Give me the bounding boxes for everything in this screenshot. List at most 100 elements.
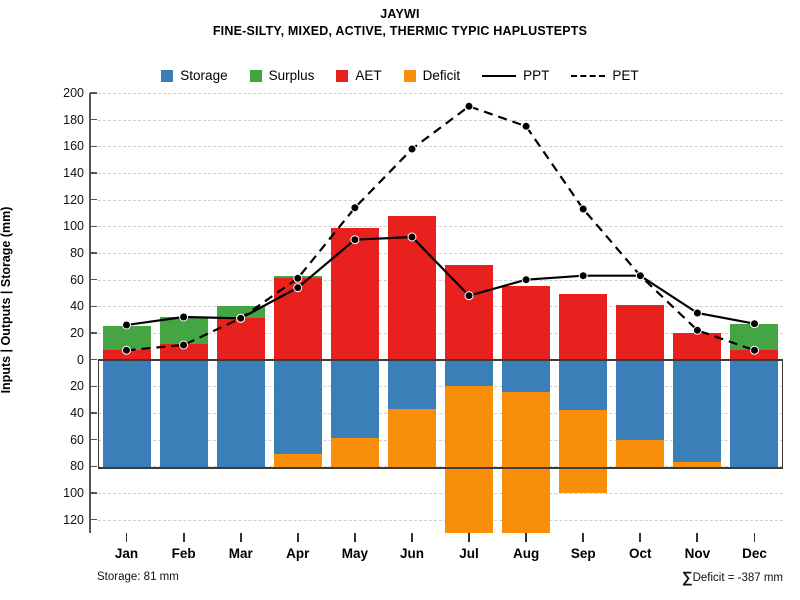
gridline [98, 146, 783, 148]
y-axis-tick-label: 20 [70, 326, 84, 340]
y-axis-tick-label: 160 [63, 139, 84, 154]
y-axis-tick [90, 518, 97, 521]
y-axis-tick [90, 492, 97, 494]
deficit-footnote: ∑Deficit = -387 mm [682, 569, 783, 586]
y-axis-tick-label: 80 [70, 246, 84, 260]
x-axis-label-feb: Feb [171, 546, 196, 561]
x-axis-label-may: May [341, 546, 369, 561]
bar-aet-jan [102, 350, 151, 360]
gridline [98, 279, 783, 281]
bar-deficit-may [330, 438, 379, 468]
y-axis-tick [90, 438, 97, 441]
y-axis-tick-label: 0 [77, 352, 84, 367]
bar-surplus-jan [102, 326, 151, 351]
y-axis-tick-label: 60 [70, 432, 84, 447]
x-axis-label-jan: Jan [114, 546, 139, 561]
y-axis-tick-label: 20 [70, 379, 84, 394]
y-axis-tick [90, 332, 97, 334]
bar-surplus-feb [159, 317, 208, 344]
x-axis-tick [411, 533, 413, 542]
legend-item-aet[interactable]: AET [336, 68, 382, 83]
x-axis-tick [182, 533, 185, 542]
bar-deficit-jul [445, 386, 493, 533]
bar-aet-aug [502, 286, 551, 360]
bar-deficit-jun [387, 409, 436, 468]
bar-aet-apr [273, 278, 322, 360]
y-axis-tick-label: 120 [63, 192, 84, 207]
gridline [98, 306, 783, 308]
x-axis-tick [125, 533, 128, 542]
bar-aet-jul [445, 265, 493, 360]
y-axis-tick-label: 180 [63, 112, 84, 127]
x-axis-tick [468, 533, 470, 542]
zero-line [98, 358, 783, 361]
y-axis-tick [90, 465, 97, 468]
legend-item-ppt[interactable]: PPT [482, 68, 549, 83]
bar-aet-oct [616, 305, 665, 360]
x-axis-label-oct: Oct [629, 546, 652, 561]
legend-label-ppt: PPT [523, 68, 550, 83]
bar-storage-may [330, 359, 379, 439]
bar-surplus-apr [273, 275, 322, 279]
bar-deficit-apr [273, 454, 322, 468]
legend-line-pet [571, 74, 606, 77]
gridline [98, 253, 783, 254]
legend-item-pet[interactable]: PET [571, 68, 639, 83]
y-axis-tick-label: 100 [63, 486, 84, 500]
bar-aet-feb [159, 343, 208, 360]
y-axis-tick [90, 172, 97, 174]
bar-storage-jun [387, 359, 436, 409]
y-axis-tick-label: 40 [70, 299, 84, 314]
bar-aet-dec [730, 350, 779, 360]
chart-title: JAYWI FINE-SILTY, MIXED, ACTIVE, THERMIC… [0, 6, 800, 40]
bar-storage-feb [159, 359, 208, 468]
legend-item-deficit[interactable]: Deficit [403, 68, 461, 83]
bar-deficit-oct [616, 439, 665, 468]
legend-item-surplus[interactable]: Surplus [249, 68, 315, 83]
legend-item-storage[interactable]: Storage [161, 68, 228, 83]
bar-deficit-aug [502, 391, 551, 533]
legend-label-pet: PET [612, 68, 639, 83]
bar-aet-may [330, 227, 379, 360]
x-axis-label-jun: Jun [399, 546, 424, 561]
y-axis-tick [90, 278, 97, 281]
legend-swatch-aet [336, 69, 349, 82]
x-axis-label-nov: Nov [684, 546, 711, 561]
y-axis-tick [90, 118, 97, 121]
bar-aet-sep [559, 294, 608, 360]
bar-aet-mar [216, 318, 265, 360]
x-axis-label-sep: Sep [570, 546, 596, 561]
bar-deficit-sep [559, 410, 608, 493]
chart-title-line-2: FINE-SILTY, MIXED, ACTIVE, THERMIC TYPIC… [212, 24, 588, 38]
gridline [98, 493, 783, 494]
x-axis-tick [582, 533, 585, 542]
chart-title-line-1: JAYWI [380, 7, 420, 21]
y-axis-tick-label: 200 [63, 86, 84, 100]
gridline [98, 226, 783, 228]
legend-label-surplus: Surplus [268, 68, 315, 83]
y-axis-tick [90, 198, 97, 201]
y-axis-tick-label: 100 [63, 219, 84, 234]
legend-label-deficit: Deficit [422, 68, 461, 83]
bar-storage-mar [216, 359, 265, 468]
x-axis-tick [296, 533, 299, 542]
x-axis-label-jul: Jul [459, 546, 479, 561]
storage-capacity-box [98, 359, 783, 468]
gridline [98, 413, 783, 414]
y-axis-tick-label: 140 [63, 166, 84, 180]
x-axis-tick [639, 533, 642, 542]
bar-storage-jan [102, 359, 151, 468]
x-axis-label-dec: Dec [742, 546, 767, 561]
x-axis-tick [696, 533, 699, 542]
bar-storage-dec [730, 359, 779, 468]
y-axis-tick [90, 252, 97, 254]
bar-storage-sep [559, 359, 608, 411]
x-axis-tick [753, 533, 756, 542]
y-axis-tick-label: 80 [70, 459, 84, 474]
bar-aet-nov [673, 333, 722, 360]
bar-storage-jul [445, 359, 493, 387]
x-axis-label-aug: Aug [513, 546, 540, 561]
gridline [98, 119, 783, 121]
legend-label-storage: Storage [180, 68, 228, 83]
